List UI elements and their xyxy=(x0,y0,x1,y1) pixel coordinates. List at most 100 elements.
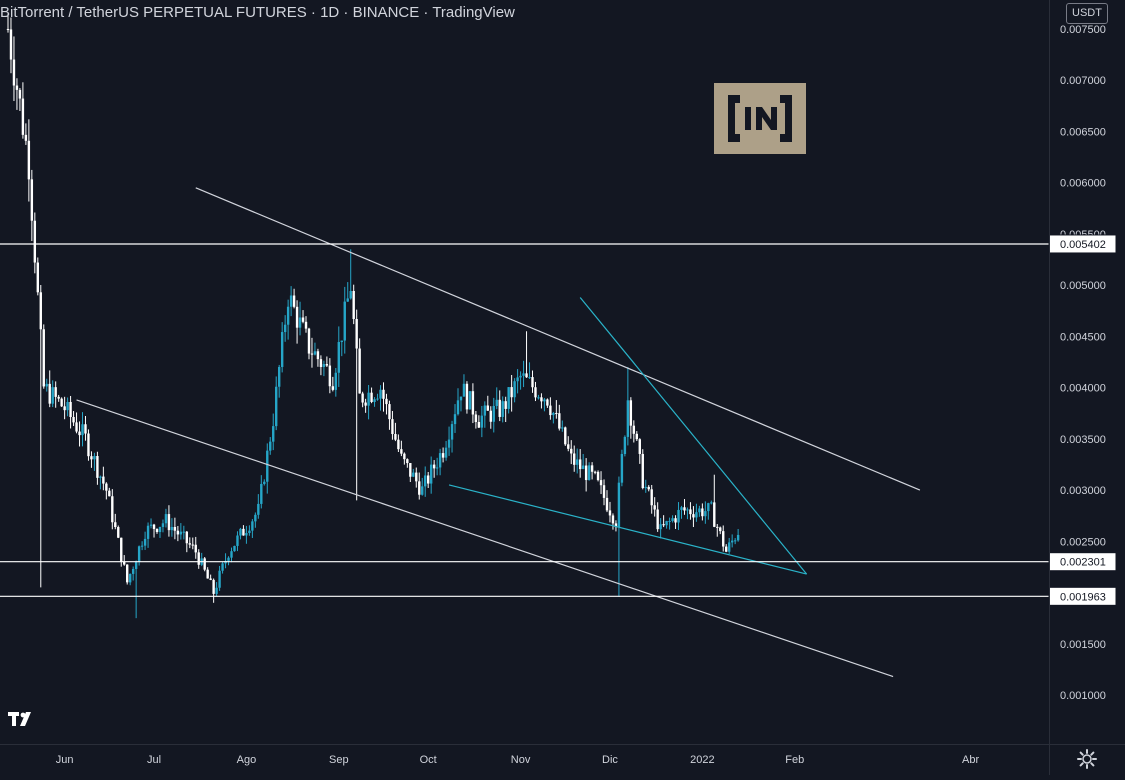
candle xyxy=(561,420,564,432)
candle xyxy=(349,249,352,300)
candle xyxy=(581,453,585,470)
y-tick-label: 0.006000 xyxy=(1060,178,1106,190)
candle xyxy=(426,472,430,488)
candle-body xyxy=(42,329,45,387)
candle-body xyxy=(260,483,263,504)
candle xyxy=(75,412,78,434)
candle-body xyxy=(349,291,352,299)
tradingview-logo-icon[interactable] xyxy=(7,708,37,732)
candle xyxy=(313,342,317,356)
candle xyxy=(224,553,227,569)
candle-body xyxy=(283,324,287,333)
candle xyxy=(644,479,647,493)
trendline-white[interactable] xyxy=(76,399,894,678)
candle xyxy=(355,309,358,501)
candle-body xyxy=(429,464,433,484)
candle-body xyxy=(96,456,99,478)
candle xyxy=(57,394,60,402)
price-label-text: 0.002301 xyxy=(1060,557,1106,569)
candle xyxy=(701,503,704,521)
candle xyxy=(206,567,209,579)
candle-body xyxy=(471,391,475,415)
x-tick-label: Abr xyxy=(962,754,979,766)
candle-body xyxy=(567,444,570,449)
candle-body xyxy=(671,518,674,521)
candle-body xyxy=(722,531,725,547)
candle xyxy=(650,484,653,514)
candle-body xyxy=(367,392,370,406)
candle xyxy=(33,212,37,274)
candle xyxy=(537,394,540,400)
candle xyxy=(123,555,126,566)
candle-body xyxy=(665,521,668,526)
candle xyxy=(456,388,460,416)
candle-body xyxy=(280,332,284,367)
candle-body xyxy=(84,424,87,434)
candle-body xyxy=(546,399,549,406)
candle-body xyxy=(69,401,72,417)
candle-body xyxy=(516,377,519,382)
candle-body xyxy=(149,524,153,526)
candle xyxy=(671,515,674,523)
candle xyxy=(665,520,668,529)
candle xyxy=(328,358,332,394)
candle xyxy=(656,502,659,532)
candle xyxy=(343,286,346,354)
candle-body xyxy=(370,392,373,402)
candle-body xyxy=(316,351,320,360)
candle xyxy=(340,340,343,357)
candle-body xyxy=(212,579,215,594)
candle-body xyxy=(620,453,624,483)
candle-body xyxy=(239,528,242,536)
currency-button[interactable]: USDT xyxy=(1066,3,1108,24)
candle-body xyxy=(230,551,233,558)
candle xyxy=(176,525,180,542)
candle-body xyxy=(188,543,191,545)
candle-body xyxy=(629,400,633,426)
candle-body xyxy=(537,397,540,399)
trendline-white[interactable] xyxy=(195,187,921,491)
candle-body xyxy=(248,530,251,534)
candle xyxy=(522,360,525,388)
x-tick-label: Dic xyxy=(602,754,618,766)
candle-body xyxy=(725,546,728,552)
candle xyxy=(400,440,403,457)
candle-body xyxy=(680,507,683,510)
candle-body xyxy=(313,351,317,355)
candle xyxy=(623,435,627,457)
y-tick-label: 0.002500 xyxy=(1060,536,1106,548)
candle-body xyxy=(289,295,293,307)
candle xyxy=(298,301,302,336)
candle-body xyxy=(513,381,516,398)
candle-body xyxy=(593,471,597,473)
candle-body xyxy=(45,383,48,387)
settings-gear-icon[interactable] xyxy=(1076,748,1098,770)
candle-body xyxy=(492,405,495,422)
candle-body xyxy=(352,291,355,320)
candle xyxy=(513,378,516,403)
candle-body xyxy=(727,542,731,552)
candle-body xyxy=(364,402,367,406)
candle-body xyxy=(584,465,588,481)
candle xyxy=(638,438,641,464)
candle xyxy=(361,391,364,408)
candle-body xyxy=(659,524,662,530)
candle xyxy=(269,437,272,455)
candle xyxy=(486,395,489,411)
candle xyxy=(683,499,686,515)
candle xyxy=(164,508,168,528)
candle-body xyxy=(128,573,132,583)
candle-body xyxy=(456,400,460,415)
candle xyxy=(134,560,138,619)
trendline-cyan[interactable] xyxy=(448,484,807,575)
candle xyxy=(507,387,510,414)
candle xyxy=(653,497,656,517)
trendline-cyan[interactable] xyxy=(579,297,808,575)
candle xyxy=(191,537,194,550)
candle xyxy=(9,17,13,74)
candle xyxy=(525,331,528,378)
candle-body xyxy=(477,422,481,428)
candle-body xyxy=(15,85,19,90)
